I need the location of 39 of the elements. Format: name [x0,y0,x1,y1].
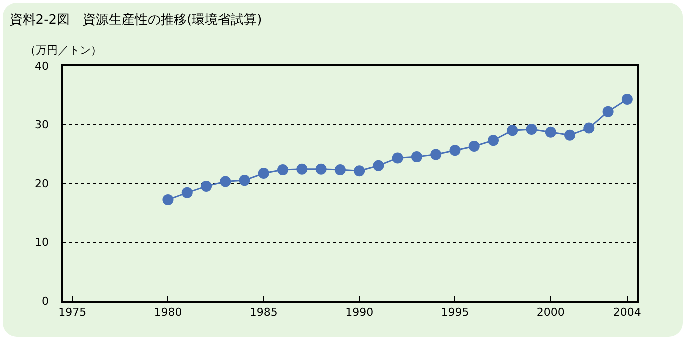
y-tick-label: 10 [35,236,50,250]
y-axis-title: （万円／トン） [25,44,102,57]
point [468,140,480,152]
point [296,164,308,175]
chart-title: 資料2-2図 資源生産性の推移(環境省試算) [10,12,262,28]
point [450,145,461,156]
y-tick-label: 0 [42,294,50,308]
y-tick-label: 30 [35,118,50,132]
point [602,106,614,118]
point [507,125,518,136]
point [278,164,289,176]
point [545,126,556,138]
point [316,164,327,175]
y-tick-label: 40 [35,60,50,73]
point [584,122,595,134]
x-tick-label: 1985 [250,306,278,319]
point [411,152,422,163]
point [373,160,384,172]
x-tick-label: 1995 [441,306,470,319]
point [354,166,366,177]
point [488,135,499,146]
point [201,180,212,192]
point [392,152,404,164]
y-tick-label: 20 [35,177,50,190]
point [564,130,576,141]
x-tick-label: 2004 [613,306,642,319]
x-tick-label: 1975 [58,306,87,319]
point [220,176,232,188]
point [182,187,193,198]
point [162,194,174,206]
point [239,175,250,186]
x-tick-label: 1980 [154,306,182,319]
point [622,94,633,105]
point [258,168,270,180]
point [430,149,442,160]
x-tick-label: 2000 [536,306,565,319]
x-tick-label: 1990 [346,306,374,319]
point [526,124,538,135]
point [334,164,346,176]
